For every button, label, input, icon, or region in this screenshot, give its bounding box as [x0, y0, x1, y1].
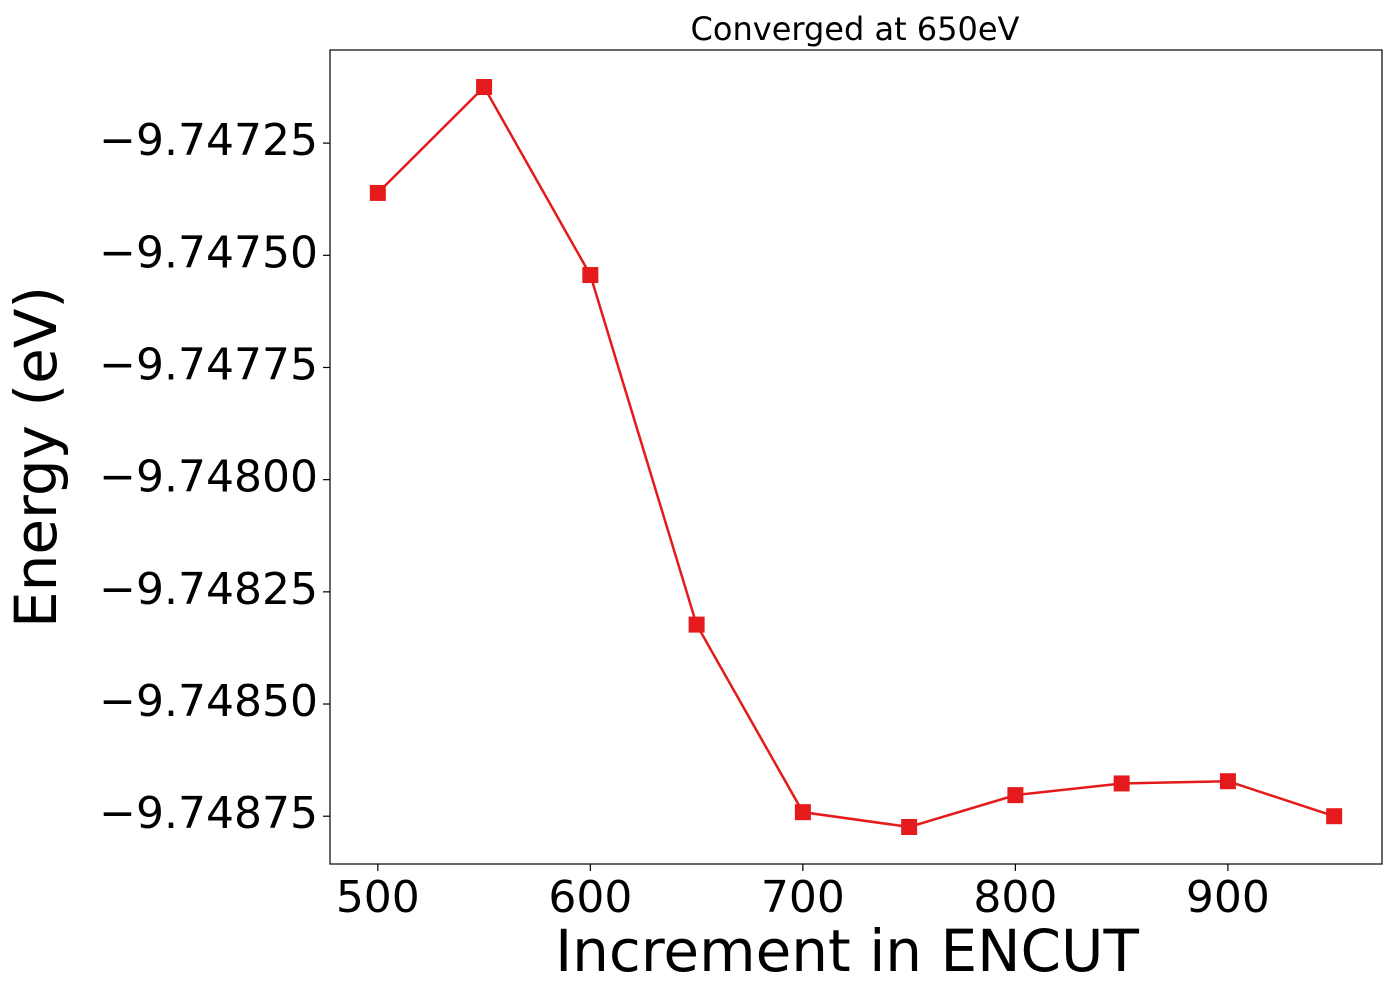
x-tick-label: 700 [761, 872, 845, 923]
marker [369, 184, 386, 201]
y-axis-label: Energy (eV) [2, 286, 70, 628]
chart-title: Converged at 650eV [691, 10, 1020, 48]
line [376, 84, 1335, 829]
marker [582, 267, 599, 284]
y-tick-label: −9.74775 [99, 339, 318, 390]
marker [688, 616, 705, 633]
y-tick-label: −9.74750 [99, 227, 318, 278]
x-tick-label: 900 [1186, 872, 1270, 923]
y-tick-label: −9.74850 [99, 676, 318, 727]
y-tick-label: −9.74800 [99, 452, 318, 503]
y-tick-label: −9.74825 [99, 564, 318, 615]
marker [1326, 808, 1343, 825]
x-tick-label: 500 [336, 872, 420, 923]
x-axis-label: Increment in ENCUT [555, 917, 1139, 985]
y-tick-label: −9.74875 [99, 788, 318, 839]
plot-frame [329, 49, 1383, 865]
marker [476, 79, 493, 96]
marker [1219, 773, 1236, 790]
marker [901, 818, 918, 835]
x-tick-label: 800 [973, 872, 1057, 923]
marker [794, 804, 811, 821]
marker [1007, 787, 1024, 804]
marker [1113, 775, 1130, 792]
y-tick-label: −9.74725 [99, 115, 318, 166]
x-tick-label: 600 [548, 872, 632, 923]
